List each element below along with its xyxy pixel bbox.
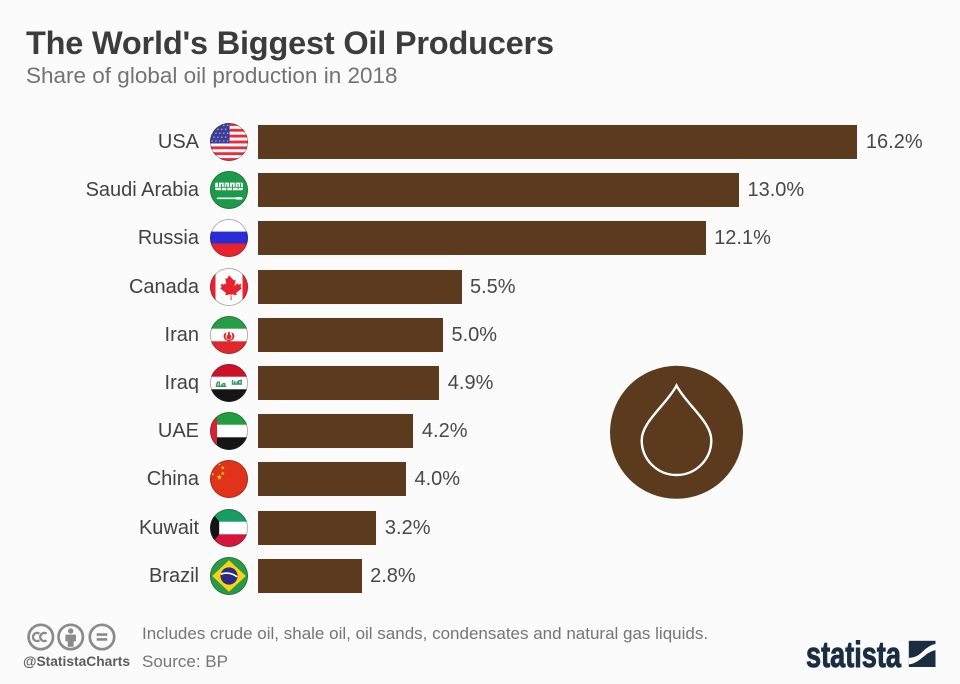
- svg-text:statista: statista: [806, 634, 902, 672]
